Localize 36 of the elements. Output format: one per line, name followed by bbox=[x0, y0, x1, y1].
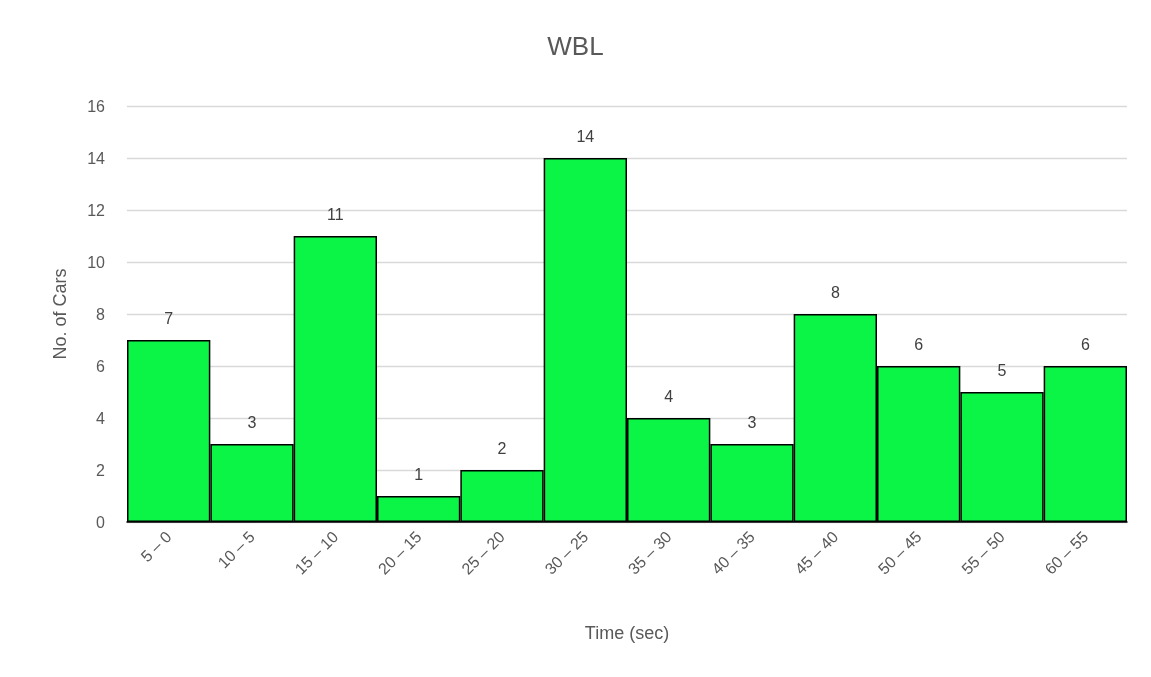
x-tick-label: 50 – 45 bbox=[874, 527, 925, 578]
x-axis-title: Time (sec) bbox=[584, 623, 670, 643]
y-tick-label: 2 bbox=[96, 461, 106, 479]
data-label: 3 bbox=[747, 413, 757, 431]
data-label: 5 bbox=[997, 361, 1007, 379]
data-label: 11 bbox=[327, 205, 344, 223]
data-label: 2 bbox=[497, 439, 507, 457]
data-label: 8 bbox=[830, 283, 840, 301]
y-tick-label: 12 bbox=[87, 201, 106, 219]
y-tick-label: 6 bbox=[96, 357, 106, 375]
y-tick-label: 8 bbox=[96, 305, 106, 323]
x-tick-label: 25 – 20 bbox=[458, 527, 509, 578]
data-label: 3 bbox=[247, 413, 257, 431]
chart-title: WBL bbox=[547, 31, 604, 61]
x-tick-label: 45 – 40 bbox=[791, 527, 842, 578]
x-tick-label: 60 – 55 bbox=[1041, 527, 1092, 578]
data-label: 6 bbox=[1080, 335, 1090, 353]
x-tick-label: 30 – 25 bbox=[541, 527, 592, 578]
y-tick-label: 16 bbox=[87, 97, 106, 115]
data-label: 14 bbox=[576, 127, 595, 145]
data-label: 1 bbox=[414, 465, 424, 483]
y-tick-label: 14 bbox=[87, 149, 106, 167]
y-tick-label: 0 bbox=[96, 513, 106, 531]
x-tick-label: 55 – 50 bbox=[958, 527, 1009, 578]
x-tick-label: 40 – 35 bbox=[708, 527, 759, 578]
data-label: 7 bbox=[164, 309, 174, 327]
y-axis-title: No. of Cars bbox=[50, 268, 70, 360]
data-label: 4 bbox=[664, 387, 674, 405]
y-tick-label: 10 bbox=[87, 253, 106, 271]
x-tick-label: 35 – 30 bbox=[624, 527, 675, 578]
y-tick-label: 4 bbox=[96, 409, 106, 427]
x-tick-label: 15 – 10 bbox=[291, 527, 342, 578]
x-tick-label: 5 – 0 bbox=[137, 527, 175, 566]
x-tick-label: 10 – 5 bbox=[214, 527, 259, 572]
data-label: 6 bbox=[914, 335, 924, 353]
x-tick-label: 20 – 15 bbox=[374, 527, 425, 578]
